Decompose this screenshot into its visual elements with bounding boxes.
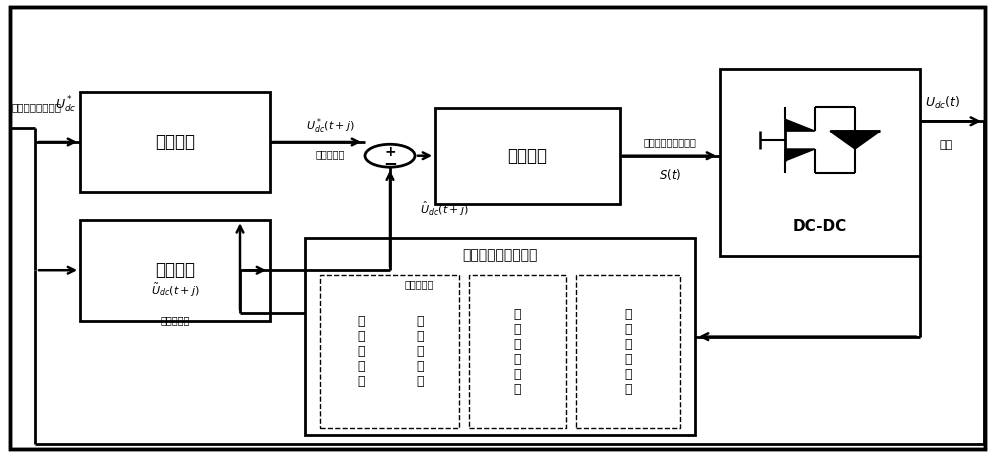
Text: 开关管通断控制信号: 开关管通断控制信号 <box>644 137 696 147</box>
Text: 修正预测值: 修正预测值 <box>405 279 434 289</box>
Text: 期望输出值: 期望输出值 <box>315 149 345 159</box>
Bar <box>320 275 459 428</box>
Bar <box>305 238 695 435</box>
Text: 汇流条电压预测模型: 汇流条电压预测模型 <box>462 249 538 262</box>
Bar <box>720 69 920 256</box>
Text: 供
电
网
络
模
型: 供 电 网 络 模 型 <box>513 307 521 396</box>
Circle shape <box>365 144 415 167</box>
Text: 汇流条电压设定值: 汇流条电压设定值 <box>12 102 62 112</box>
Text: 用
电
作
动
器: 用 电 作 动 器 <box>358 315 365 388</box>
Text: 优化计算: 优化计算 <box>508 147 548 165</box>
Text: $U_{dc}^*$: $U_{dc}^*$ <box>55 95 76 115</box>
Text: $U_{dc}(t)$: $U_{dc}(t)$ <box>925 95 960 111</box>
Text: $U_{dc}^*(t+j)$: $U_{dc}^*(t+j)$ <box>306 117 354 136</box>
Text: 参考轨线: 参考轨线 <box>155 133 195 151</box>
Text: −: − <box>383 153 397 172</box>
Text: $\hat{U}_{dc}(t+j)$: $\hat{U}_{dc}(t+j)$ <box>420 199 469 218</box>
Text: 能
惯
能
模
型: 能 惯 能 模 型 <box>416 315 424 388</box>
Bar <box>469 275 566 428</box>
Text: +: + <box>384 145 396 159</box>
Text: 储
能
系
统
模
型: 储 能 系 统 模 型 <box>624 307 632 396</box>
Text: 模型预测值: 模型预测值 <box>160 315 190 325</box>
Text: 输出: 输出 <box>940 140 953 150</box>
Bar <box>80 220 270 321</box>
Text: $\tilde{U}_{dc}(t+j)$: $\tilde{U}_{dc}(t+j)$ <box>151 282 199 299</box>
Polygon shape <box>785 149 815 161</box>
Polygon shape <box>785 119 815 131</box>
Bar <box>576 275 680 428</box>
Text: $S(t)$: $S(t)$ <box>659 167 681 182</box>
Text: 在线校正: 在线校正 <box>155 261 195 279</box>
Bar <box>435 108 620 204</box>
Polygon shape <box>830 131 880 149</box>
Bar <box>80 92 270 192</box>
Text: DC-DC: DC-DC <box>793 219 847 234</box>
